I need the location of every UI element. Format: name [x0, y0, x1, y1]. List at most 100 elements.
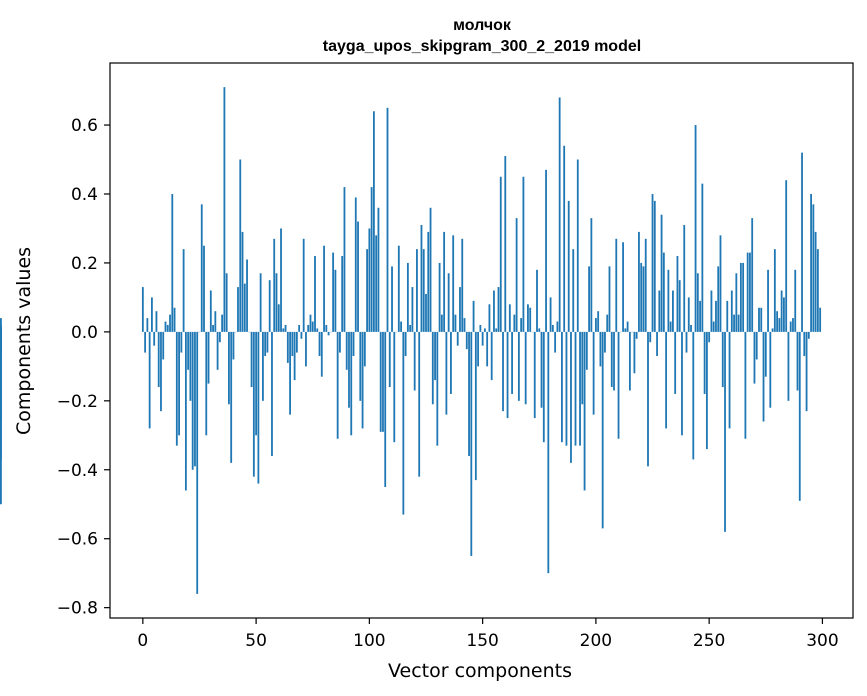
bar: [805, 331, 808, 412]
bar: [599, 331, 602, 367]
y-tick-label: 0.2: [71, 254, 98, 274]
bar: [361, 331, 364, 429]
bar: [327, 331, 330, 336]
bar: [746, 252, 749, 332]
bar: [218, 331, 221, 343]
bar: [579, 331, 581, 446]
bar: [357, 221, 359, 332]
bar: [334, 269, 337, 332]
bar: [508, 304, 511, 332]
bar: [783, 297, 785, 332]
bar: [146, 318, 149, 332]
bar: [545, 169, 547, 332]
bar: [187, 331, 190, 370]
bar: [678, 280, 681, 332]
bar: [583, 331, 586, 491]
bar: [268, 280, 271, 332]
bar: [574, 331, 577, 446]
bar: [194, 331, 196, 467]
bar: [735, 273, 738, 332]
bar: [307, 324, 310, 332]
y-tick-label: −0.8: [57, 599, 98, 619]
y-axis-ticks: −0.8 −0.6 −0.4 −0.2 0.0 0.2 0.4 0.6: [57, 116, 110, 619]
bar: [499, 176, 502, 332]
bar: [662, 252, 665, 332]
bar: [585, 331, 588, 370]
bar: [339, 331, 341, 353]
bar: [157, 331, 160, 388]
bar: [173, 307, 176, 332]
bar: [354, 197, 357, 332]
bar: [749, 252, 751, 332]
x-axis-ticks: 0 50 100 150 200 250 300: [137, 618, 839, 651]
bar: [792, 318, 794, 332]
bar: [737, 314, 740, 332]
bar: [214, 311, 217, 332]
bar: [454, 314, 457, 332]
bar: [613, 331, 615, 391]
bar: [0, 331, 2, 505]
bar: [266, 331, 269, 353]
bar: [570, 331, 572, 463]
bar: [452, 235, 455, 332]
bar: [617, 331, 620, 439]
bar: [300, 331, 303, 339]
bar: [785, 180, 788, 332]
bar: [284, 324, 287, 332]
bar: [182, 249, 185, 332]
bar: [239, 159, 242, 332]
bar: [416, 249, 418, 332]
bar: [436, 331, 439, 446]
bar: [191, 331, 194, 470]
bar: [490, 331, 493, 381]
bar: [608, 266, 611, 332]
bar: [359, 331, 362, 401]
bar: [506, 331, 509, 419]
bar: [601, 331, 604, 529]
bar: [241, 231, 244, 332]
x-tick-label: 200: [580, 631, 612, 651]
bar: [259, 273, 262, 332]
bar: [730, 290, 733, 332]
bar: [205, 331, 208, 436]
bar: [481, 331, 484, 346]
bar: [502, 331, 504, 412]
y-tick-label: 0.6: [71, 116, 98, 136]
bar: [418, 331, 421, 477]
bar: [377, 207, 380, 332]
bar: [622, 242, 624, 332]
bar: [379, 331, 382, 432]
bar: [787, 331, 790, 401]
bar: [477, 331, 480, 367]
bar: [739, 262, 742, 332]
bar: [733, 314, 735, 332]
bar: [540, 331, 543, 408]
bar: [554, 331, 557, 353]
x-tick-label: 150: [466, 631, 498, 651]
bar: [520, 318, 523, 332]
bar: [257, 331, 260, 484]
bar: [644, 238, 647, 332]
y-tick-label: −0.6: [57, 530, 98, 550]
bar: [463, 318, 466, 332]
bar: [216, 331, 219, 370]
bar: [153, 331, 156, 346]
bar: [325, 324, 328, 332]
bar: [751, 218, 754, 332]
bar: [683, 225, 686, 332]
bar: [565, 331, 568, 446]
chart-title: молчок: [453, 17, 512, 34]
bar: [524, 331, 527, 405]
bar: [144, 331, 147, 353]
x-tick-label: 300: [806, 631, 838, 651]
bar: [0, 318, 2, 332]
bar: [404, 331, 407, 357]
bar: [273, 238, 276, 332]
bar: [694, 125, 697, 332]
bar: [701, 183, 704, 332]
bar: [771, 328, 774, 332]
bar: [200, 204, 203, 332]
bar: [336, 331, 339, 439]
bar: [225, 273, 228, 332]
y-axis-label: Components values: [13, 247, 35, 435]
